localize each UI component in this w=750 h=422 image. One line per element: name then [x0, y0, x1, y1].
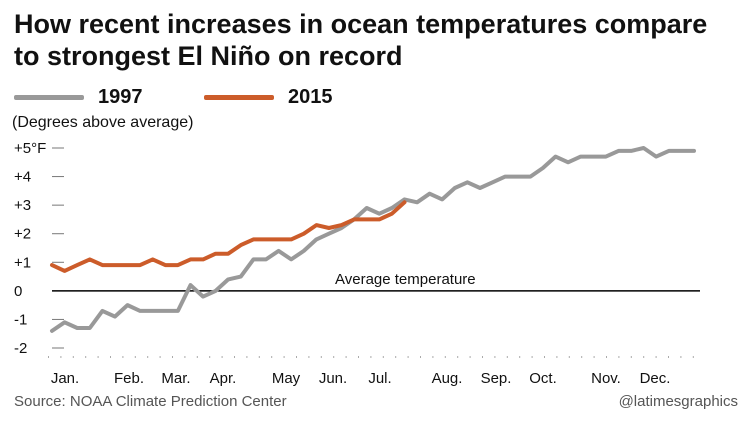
x-tick-label: Sep. — [481, 370, 512, 387]
series-line-1997 — [50, 146, 696, 333]
y-tick-label: +3 — [14, 197, 31, 214]
y-tick-label: +4 — [14, 169, 31, 186]
x-tick-label: May — [272, 370, 301, 387]
x-tick-label: Apr. — [210, 370, 237, 387]
y-tick-label: +5°F — [14, 140, 46, 157]
x-tick-label: Mar. — [161, 370, 190, 387]
legend-label-2015: 2015 — [288, 86, 333, 108]
credit-note: @latimesgraphics — [618, 393, 738, 410]
y-tick-label: +1 — [14, 254, 31, 271]
y-tick-label: +2 — [14, 226, 31, 243]
legend-swatch-1997 — [14, 95, 84, 100]
x-tick-label: Jun. — [319, 370, 347, 387]
x-tick-label: Oct. — [529, 370, 557, 387]
x-tick-label: Jan. — [51, 370, 79, 387]
y-units-note: (Degrees above average) — [12, 114, 194, 131]
x-tick-label: Aug. — [432, 370, 463, 387]
x-tick-label: Feb. — [114, 370, 144, 387]
x-tick-label: Nov. — [591, 370, 621, 387]
chart-title: How recent increases in ocean temperatur… — [14, 9, 708, 71]
legend-label-1997: 1997 — [98, 86, 143, 108]
legend-swatch-2015 — [204, 95, 274, 100]
source-note: Source: NOAA Climate Prediction Center — [14, 393, 287, 410]
y-tick-label: -2 — [14, 340, 27, 357]
reference-line-label: Average temperature — [335, 271, 476, 288]
y-tick-label: -1 — [14, 311, 27, 328]
x-tick-label: Jul. — [368, 370, 391, 387]
y-tick-label: 0 — [14, 283, 22, 300]
series-line-2015 — [50, 200, 407, 273]
x-tick-label: Dec. — [640, 370, 671, 387]
